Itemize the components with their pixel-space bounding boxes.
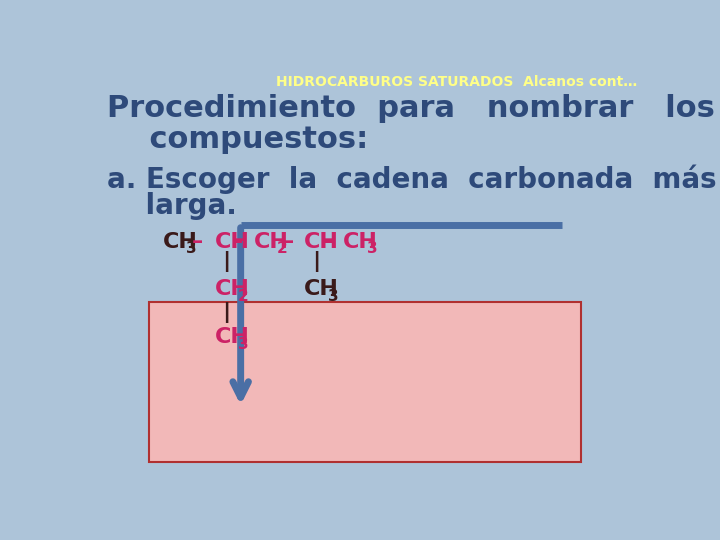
- Text: CH: CH: [305, 279, 339, 299]
- Text: a. Escoger  la  cadena  carbonada  más: a. Escoger la cadena carbonada más: [107, 165, 716, 194]
- FancyBboxPatch shape: [148, 302, 581, 462]
- Text: 3: 3: [328, 289, 338, 305]
- Text: compuestos:: compuestos:: [107, 125, 368, 154]
- Text: larga.: larga.: [107, 192, 237, 220]
- Text: 3: 3: [186, 241, 197, 256]
- Text: CH: CH: [215, 327, 249, 347]
- Text: –: –: [192, 232, 203, 252]
- Text: 3: 3: [238, 337, 248, 352]
- Text: CH: CH: [163, 232, 197, 252]
- Text: CH: CH: [215, 232, 249, 252]
- Text: HIDROCARBUROS SATURADOS  Alcanos cont…: HIDROCARBUROS SATURADOS Alcanos cont…: [276, 75, 637, 89]
- Text: |: |: [222, 302, 230, 323]
- Text: –: –: [233, 232, 243, 252]
- Text: –: –: [283, 232, 294, 252]
- Text: |: |: [222, 251, 230, 272]
- Text: 2: 2: [277, 241, 288, 256]
- Text: Procedimiento  para   nombrar   los: Procedimiento para nombrar los: [107, 94, 715, 123]
- Text: CH: CH: [253, 232, 289, 252]
- Text: –: –: [322, 232, 333, 252]
- Text: CH: CH: [343, 232, 378, 252]
- Text: CH: CH: [215, 279, 249, 299]
- Text: |: |: [312, 251, 320, 272]
- Text: 3: 3: [366, 241, 377, 256]
- Text: CH: CH: [305, 232, 339, 252]
- Text: 2: 2: [238, 289, 248, 305]
